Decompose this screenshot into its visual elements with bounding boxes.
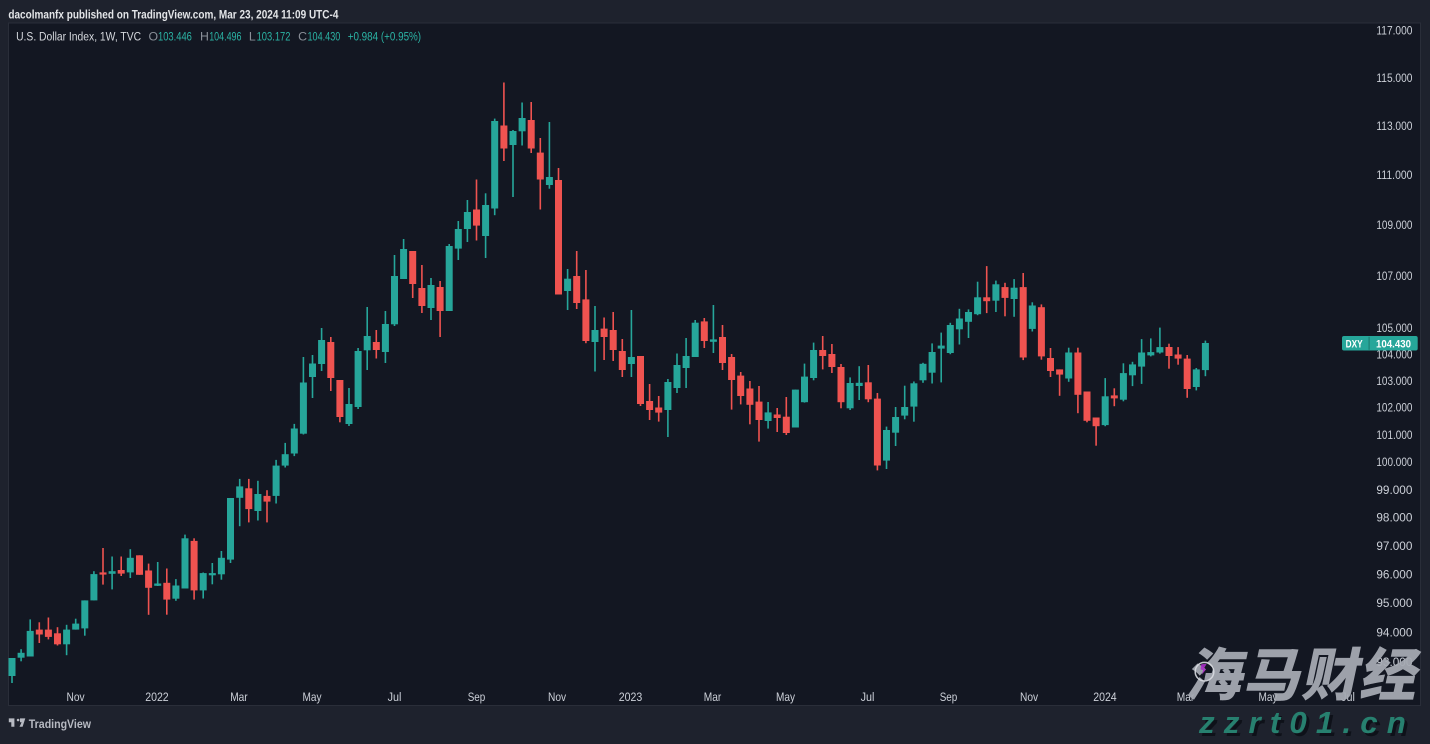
svg-text:TradingView: TradingView — [29, 717, 92, 731]
svg-text:102.000: 102.000 — [1376, 401, 1412, 415]
svg-text:+0.984 (+0.95%): +0.984 (+0.95%) — [348, 29, 421, 43]
svg-text:Jul: Jul — [861, 690, 875, 704]
svg-text:Jul: Jul — [388, 690, 402, 704]
svg-text:May: May — [1259, 690, 1279, 704]
svg-text:Nov: Nov — [1020, 690, 1039, 704]
svg-text:2022: 2022 — [145, 690, 169, 704]
svg-text:H: H — [200, 29, 209, 43]
svg-text:99.000: 99.000 — [1376, 483, 1412, 497]
svg-text:96.000: 96.000 — [1376, 567, 1412, 581]
svg-text:103.000: 103.000 — [1376, 374, 1412, 388]
svg-text:Sep: Sep — [940, 690, 958, 704]
svg-text:zzrt01.cn: zzrt01.cn — [1201, 708, 1418, 739]
svg-text:104.000: 104.000 — [1376, 347, 1412, 361]
svg-text:105.000: 105.000 — [1376, 321, 1412, 335]
svg-text:113.000: 113.000 — [1376, 119, 1412, 133]
svg-text:dacolmanfx published on Tradin: dacolmanfx published on TradingView.com,… — [8, 7, 338, 21]
svg-text:May: May — [303, 690, 323, 704]
svg-text:97.000: 97.000 — [1376, 539, 1412, 553]
svg-text:O: O — [149, 29, 159, 43]
svg-text:94.000: 94.000 — [1376, 625, 1412, 639]
svg-text:Nov: Nov — [67, 690, 86, 704]
svg-text:111.000: 111.000 — [1376, 168, 1412, 182]
svg-text:Mar: Mar — [230, 690, 248, 704]
svg-text:zzrt01.cn: zzrt01.cn — [1198, 705, 1415, 739]
svg-text:DXY: DXY — [1346, 338, 1363, 350]
svg-text:May: May — [776, 690, 796, 704]
svg-text:C: C — [298, 29, 307, 43]
svg-text:98.000: 98.000 — [1376, 511, 1412, 525]
svg-text:115.000: 115.000 — [1376, 71, 1412, 85]
svg-text:101.000: 101.000 — [1376, 428, 1412, 442]
svg-text:107.000: 107.000 — [1376, 269, 1412, 283]
svg-text:109.000: 109.000 — [1376, 218, 1412, 232]
svg-text:Nov: Nov — [548, 690, 567, 704]
svg-text:104.430: 104.430 — [308, 29, 341, 43]
svg-text:L: L — [249, 29, 256, 43]
svg-text:U.S. Dollar Index, 1W, TVC: U.S. Dollar Index, 1W, TVC — [16, 29, 141, 43]
svg-text:Sep: Sep — [468, 690, 486, 704]
svg-text:2024: 2024 — [1093, 690, 1117, 704]
svg-text:104.496: 104.496 — [209, 29, 241, 43]
svg-text:104.430: 104.430 — [1376, 338, 1411, 350]
svg-text:117.000: 117.000 — [1376, 23, 1412, 37]
svg-text:103.446: 103.446 — [158, 29, 192, 43]
svg-text:103.172: 103.172 — [257, 29, 291, 43]
svg-text:100.000: 100.000 — [1376, 455, 1412, 469]
svg-text:2023: 2023 — [619, 690, 643, 704]
svg-text:Mar: Mar — [704, 690, 722, 704]
svg-text:95.000: 95.000 — [1376, 596, 1412, 610]
